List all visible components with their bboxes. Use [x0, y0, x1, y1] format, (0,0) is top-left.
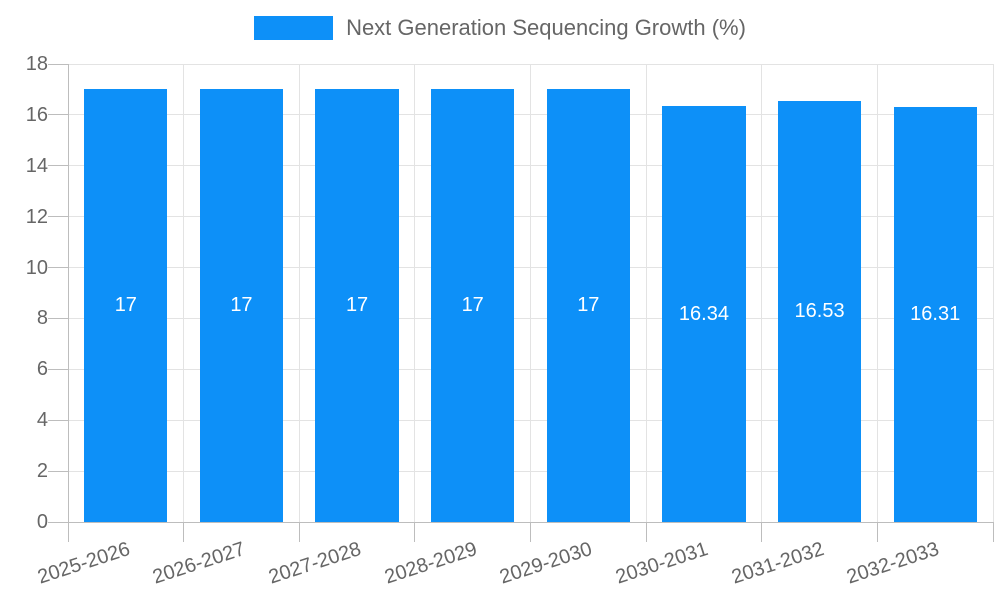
- y-tick-label: 10: [25, 256, 48, 279]
- v-gridline: [298, 64, 300, 522]
- bar[interactable]: 16.31: [893, 107, 977, 522]
- y-tick-label: 12: [25, 205, 48, 228]
- x-axis-tick: [67, 522, 69, 542]
- x-axis-tick: [530, 522, 531, 542]
- bar[interactable]: 17: [315, 89, 399, 522]
- plot-area: 17 17 17 17 17 16.34 16.53 16.31: [68, 63, 994, 522]
- y-axis-line: [67, 64, 69, 522]
- bar[interactable]: 16.34: [662, 106, 746, 522]
- bar-value-label: 17: [114, 294, 137, 317]
- x-axis-line: [68, 521, 993, 523]
- bar-value-label: 16.31: [910, 302, 961, 325]
- legend[interactable]: Next Generation Sequencing Growth (%): [0, 15, 1000, 41]
- bar[interactable]: 17: [84, 89, 168, 522]
- v-gridline: [414, 64, 416, 522]
- bar-value-label: 16.34: [678, 302, 729, 325]
- bar[interactable]: 17: [546, 89, 630, 522]
- legend-swatch: [254, 16, 334, 40]
- y-axis-tick: [48, 267, 68, 269]
- bar[interactable]: 17: [431, 89, 515, 522]
- legend-label: Next Generation Sequencing Growth (%): [346, 15, 746, 40]
- bar-value-label: 16.53: [794, 300, 845, 323]
- bar-value-label: 17: [577, 294, 600, 317]
- v-gridline: [530, 64, 531, 522]
- y-tick-label: 18: [25, 53, 48, 75]
- v-gridline: [876, 64, 878, 522]
- y-axis-tick: [48, 521, 68, 523]
- y-tick-label: 14: [25, 154, 48, 177]
- y-tick-label: 0: [36, 511, 48, 533]
- y-tick-label: 4: [36, 409, 48, 432]
- y-axis-tick: [48, 114, 68, 116]
- v-gridline: [992, 64, 994, 522]
- y-axis-tick: [48, 216, 68, 218]
- y-tick-label: 2: [36, 460, 48, 483]
- bar-value-label: 17: [230, 294, 253, 317]
- x-axis-tick: [183, 522, 185, 542]
- y-axis-tick: [48, 419, 68, 421]
- x-axis-tick: [992, 522, 994, 542]
- bar[interactable]: 16.53: [777, 101, 862, 522]
- y-axis-tick: [48, 165, 68, 167]
- v-gridline: [645, 64, 647, 522]
- x-axis-tick: [298, 522, 300, 542]
- bar[interactable]: 17: [199, 89, 284, 522]
- bar-value-label: 17: [461, 294, 484, 317]
- x-axis-tick: [876, 522, 878, 542]
- x-axis-tick: [645, 522, 647, 542]
- y-axis-tick: [48, 63, 68, 65]
- y-tick-label: 16: [25, 103, 48, 126]
- x-axis-tick: [414, 522, 416, 542]
- y-axis-tick: [48, 368, 68, 370]
- y-tick-label: 6: [36, 358, 48, 381]
- v-gridline: [761, 64, 763, 522]
- y-axis-tick: [48, 470, 68, 472]
- y-tick-label: 8: [36, 307, 48, 330]
- y-axis-tick: [48, 317, 68, 319]
- v-gridline: [183, 64, 185, 522]
- bar-value-label: 17: [345, 294, 369, 317]
- x-axis-tick: [761, 522, 763, 542]
